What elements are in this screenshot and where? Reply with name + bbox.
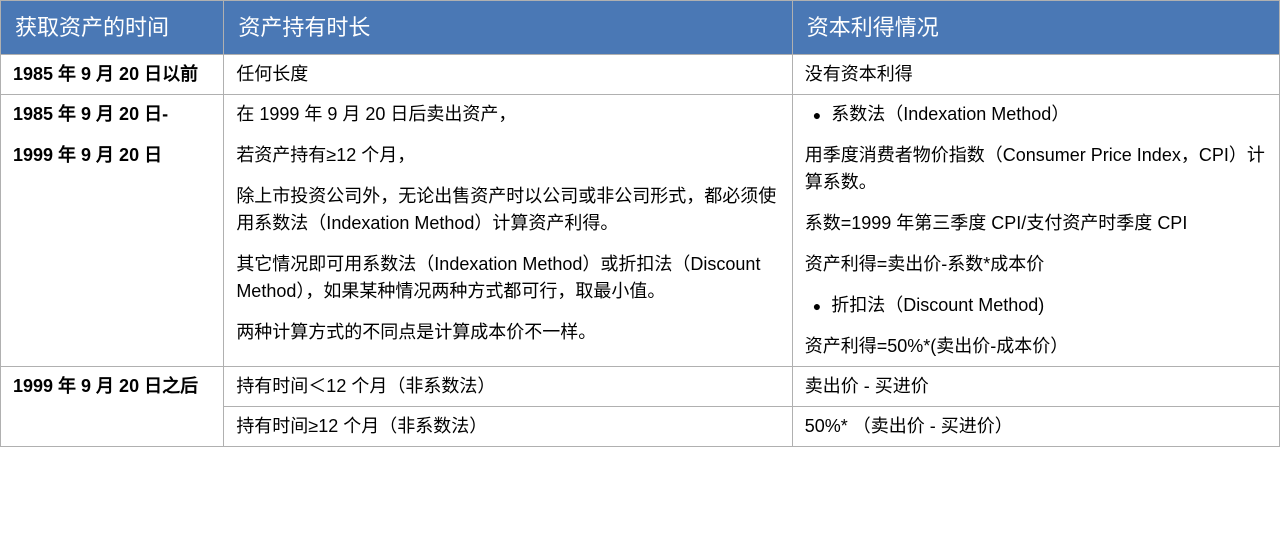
cell: 1985 年 9 月 20 日以前 <box>1 55 224 95</box>
cell: 任何长度 <box>224 55 792 95</box>
table-header-row: 获取资产的时间 资产持有时长 资本利得情况 <box>1 1 1280 55</box>
cell: 没有资本利得 <box>792 55 1279 95</box>
col-header-gain: 资本利得情况 <box>792 1 1279 55</box>
cell: 50%* （卖出价 - 买进价） <box>792 407 1279 447</box>
table-row: 1999 年 9 月 20 日之后 持有时间＜12 个月（非系数法） 卖出价 -… <box>1 367 1280 407</box>
cell: 持有时间≥12 个月（非系数法） <box>224 407 792 447</box>
cell: 1985 年 9 月 20 日- 1999 年 9 月 20 日 <box>1 95 224 367</box>
cell: 持有时间＜12 个月（非系数法） <box>224 367 792 407</box>
capital-gains-table: 获取资产的时间 资产持有时长 资本利得情况 1985 年 9 月 20 日以前 … <box>0 0 1280 549</box>
cell: 在 1999 年 9 月 20 日后卖出资产， 若资产持有≥12 个月， 除上市… <box>224 95 792 367</box>
table-row: 1985 年 9 月 20 日- 1999 年 9 月 20 日 在 1999 … <box>1 95 1280 367</box>
table: 获取资产的时间 资产持有时长 资本利得情况 1985 年 9 月 20 日以前 … <box>0 0 1280 447</box>
cell: 1999 年 9 月 20 日之后 <box>1 367 224 447</box>
cell: 系数法（Indexation Method） 用季度消费者物价指数（Consum… <box>792 95 1279 367</box>
cell: 卖出价 - 买进价 <box>792 367 1279 407</box>
col-header-time: 获取资产的时间 <box>1 1 224 55</box>
col-header-duration: 资产持有时长 <box>224 1 792 55</box>
table-row: 1985 年 9 月 20 日以前 任何长度 没有资本利得 <box>1 55 1280 95</box>
